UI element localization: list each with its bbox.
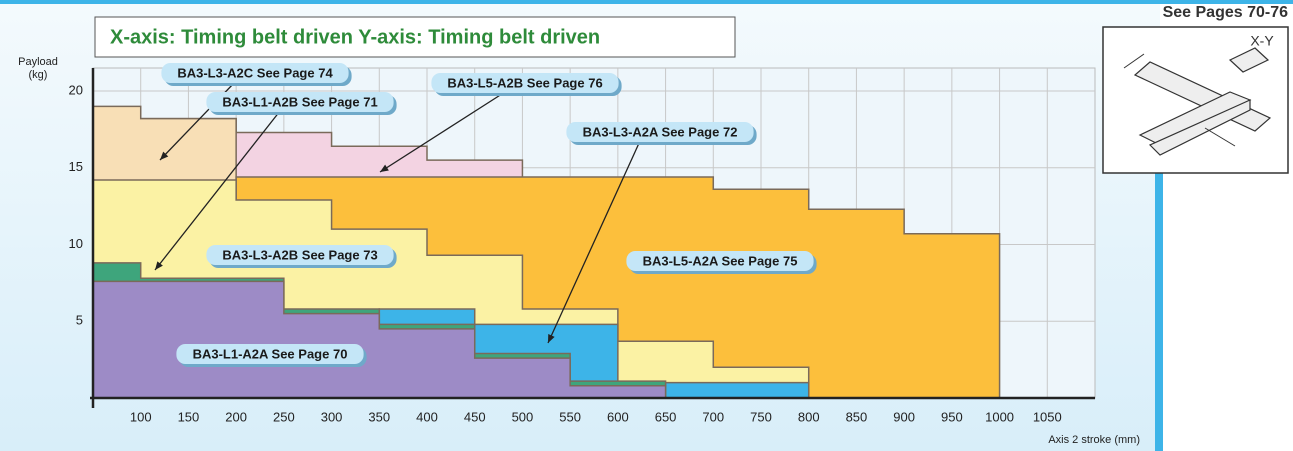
x-tick-label: 1050: [1033, 409, 1062, 424]
arrow-head: [380, 164, 389, 172]
x-tick-label: 800: [798, 409, 820, 424]
series-label: BA3-L5-A2A See Page 75: [643, 253, 798, 268]
chart-title: X-axis: Timing belt driven Y-axis: Timin…: [110, 26, 600, 48]
callout-box: [176, 344, 364, 364]
top-bar: [0, 0, 1293, 4]
y-label: (kg): [29, 69, 48, 81]
x-tick-label: 750: [750, 409, 772, 424]
arrow-head: [155, 261, 163, 270]
x-tick-label: 350: [368, 409, 390, 424]
x-tick-label: 850: [846, 409, 868, 424]
x-tick-label: 400: [416, 409, 438, 424]
series-label: BA3-L1-A2A See Page 70: [193, 346, 348, 361]
callout-box: [161, 63, 349, 83]
note: See Pages 70-76: [1163, 4, 1289, 21]
callout-box: [431, 73, 619, 93]
side-bar: [1155, 30, 1163, 451]
x-tick-label: 150: [178, 409, 200, 424]
callout-arrow: [547, 140, 641, 344]
callout-box: [566, 122, 754, 142]
series-label: BA3-L1-A2B See Page 71: [222, 94, 377, 109]
x-tick-label: 450: [464, 409, 486, 424]
x-tick-label: 900: [893, 409, 915, 424]
x-tick-label: 100: [130, 409, 152, 424]
x-tick-label: 950: [941, 409, 963, 424]
callout-arrow: [154, 110, 281, 271]
x-label: Axis 2 stroke (mm): [1048, 434, 1140, 446]
x-tick-label: 700: [702, 409, 724, 424]
callout-box: [206, 245, 394, 265]
callout-arrow: [379, 91, 506, 173]
arrow-head: [548, 334, 555, 343]
arrow-head: [160, 151, 169, 160]
y-tick-label: 10: [69, 236, 83, 251]
callout-box: [206, 92, 394, 112]
x-tick-label: 250: [273, 409, 295, 424]
x-tick-label: 500: [512, 409, 534, 424]
y-label: Payload: [18, 56, 58, 68]
y-tick-label: 15: [69, 159, 83, 174]
inset-arrows: [1123, 53, 1236, 147]
series-label: BA3-L3-A2A See Page 72: [583, 124, 738, 139]
step-area: [92, 280, 667, 399]
series-label: BA3-L3-A2C See Page 74: [177, 65, 333, 80]
y-tick-label: 20: [69, 82, 83, 97]
title-box: [94, 16, 736, 58]
x-tick-label: 300: [321, 409, 343, 424]
x-tick-label: 550: [559, 409, 581, 424]
series-label: BA3-L5-A2B See Page 76: [447, 75, 602, 90]
inset-icon: [1133, 47, 1272, 156]
inset-label: X-Y: [1250, 33, 1274, 49]
x-tick-label: 1000: [985, 409, 1014, 424]
callout-box: [626, 251, 814, 271]
x-tick-label: 200: [225, 409, 247, 424]
series-label: BA3-L3-A2B See Page 73: [222, 247, 377, 262]
x-tick-label: 650: [655, 409, 677, 424]
y-tick-label: 5: [76, 313, 83, 328]
x-tick-label: 600: [607, 409, 629, 424]
